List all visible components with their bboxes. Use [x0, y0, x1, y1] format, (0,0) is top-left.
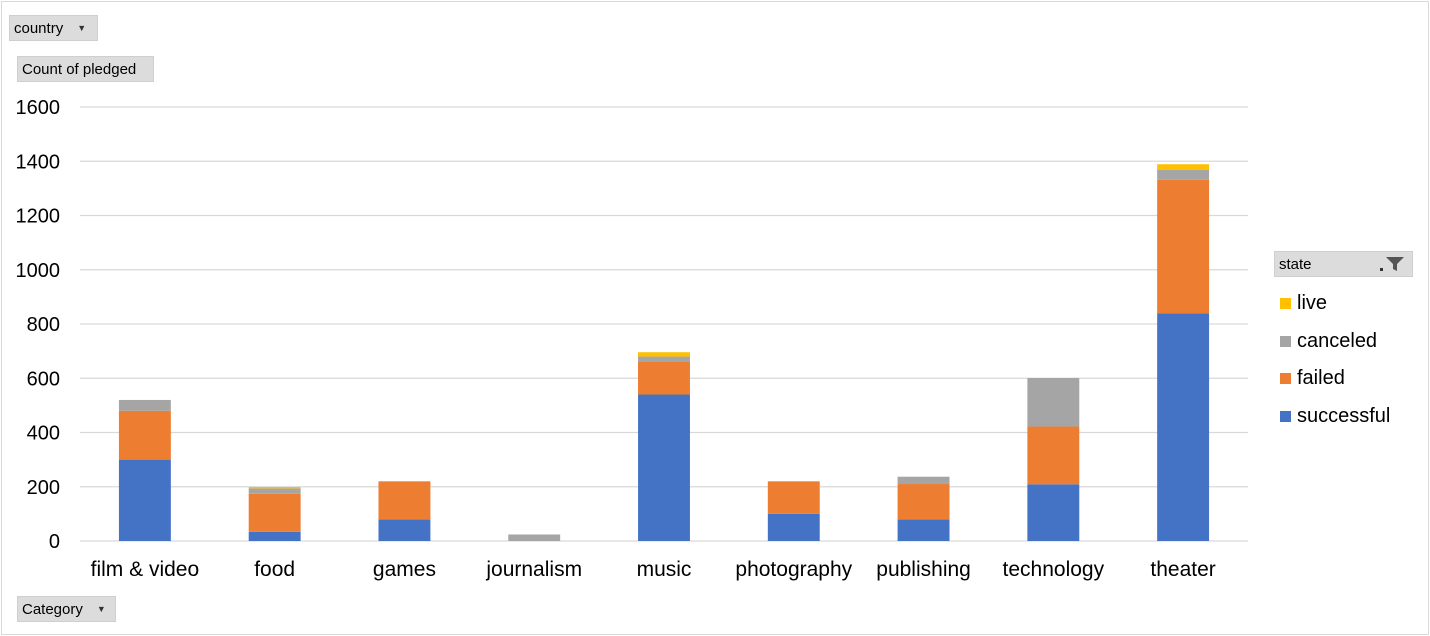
bar-segment-canceled — [248, 488, 301, 494]
legend-swatch — [1280, 410, 1291, 422]
bar-segment-successful — [897, 519, 950, 541]
x-tick-label: theater — [1150, 558, 1215, 581]
value-field-button[interactable]: Count of pledged — [17, 56, 154, 82]
bar-segment-canceled — [1027, 377, 1080, 427]
dropdown-arrow-icon[interactable]: ▼ — [96, 604, 106, 614]
legend-swatch — [1280, 373, 1291, 385]
y-axis-tick-labels: 0 200 400 600 800 1000 1200 1400 1600 — [16, 97, 61, 553]
bar-segment-live — [248, 487, 301, 489]
bar-segment-canceled — [1157, 169, 1210, 180]
x-tick-label: publishing — [876, 558, 971, 581]
y-tick-label: 1200 — [16, 206, 61, 228]
bar-segment-failed — [1157, 179, 1210, 314]
legend-label: successful — [1297, 404, 1391, 427]
dropdown-arrow-icon[interactable]: ▼ — [77, 23, 87, 33]
bar-segment-canceled — [508, 534, 561, 541]
bar-segment-successful — [638, 394, 690, 541]
legend-label: failed — [1297, 367, 1345, 390]
legend-item-successful: successful — [1280, 398, 1390, 436]
y-tick-label: 600 — [27, 368, 60, 390]
bar-segment-live — [638, 352, 690, 357]
filter-icon[interactable] — [1380, 255, 1406, 273]
bar-segment-failed — [767, 481, 820, 514]
bar-segment-successful — [378, 519, 431, 541]
x-tick-label: music — [637, 558, 692, 581]
bar-segment-failed — [118, 410, 171, 460]
value-field-label: Count of pledged — [22, 60, 137, 78]
legend: live canceled failed successful — [1280, 285, 1390, 435]
bar-segment-failed — [248, 493, 301, 532]
bars — [118, 164, 1210, 541]
bar-segment-successful — [1157, 313, 1210, 541]
y-tick-label: 1600 — [16, 97, 61, 119]
x-tick-label: photography — [735, 558, 852, 581]
country-filter-button[interactable]: country ▼ — [9, 15, 98, 41]
x-tick-label: games — [373, 558, 436, 581]
legend-item-live: live — [1280, 285, 1390, 323]
bar-segment-canceled — [897, 476, 950, 485]
legend-label: live — [1297, 292, 1328, 315]
legend-swatch — [1280, 335, 1291, 347]
y-tick-label: 1000 — [16, 260, 61, 282]
bar-segment-canceled — [118, 399, 171, 411]
x-tick-label: journalism — [485, 558, 582, 581]
bar-segment-successful — [248, 531, 301, 541]
y-tick-label: 800 — [27, 314, 60, 336]
bar-segment-failed — [378, 481, 431, 520]
x-tick-label: technology — [1003, 558, 1105, 581]
legend-swatch — [1280, 298, 1291, 310]
x-axis-tick-labels: film & video food games journalism music phot… — [91, 558, 1216, 581]
legend-label: canceled — [1297, 329, 1378, 352]
x-tick-label: food — [254, 558, 295, 581]
bar-segment-failed — [1027, 426, 1080, 485]
y-tick-label: 200 — [27, 477, 60, 499]
y-tick-label: 400 — [27, 423, 60, 445]
y-tick-label: 0 — [49, 531, 60, 553]
legend-item-failed: failed — [1280, 360, 1390, 398]
bar-segment-successful — [767, 513, 820, 541]
category-field-button[interactable]: Category ▼ — [17, 596, 116, 622]
bar-segment-live — [1157, 164, 1210, 170]
bar-segment-canceled — [638, 356, 690, 362]
category-field-label: Category — [22, 600, 83, 618]
country-filter-label: country — [14, 19, 64, 37]
legend-item-canceled: canceled — [1280, 323, 1390, 361]
y-tick-label: 1400 — [16, 151, 61, 173]
state-field-button[interactable]: state — [1274, 251, 1413, 277]
state-field-label: state — [1279, 255, 1312, 273]
bar-segment-failed — [638, 361, 690, 395]
bar-segment-failed — [897, 484, 950, 520]
bar-segment-successful — [118, 459, 171, 541]
bar-segment-successful — [1027, 484, 1080, 541]
x-tick-label: film & video — [91, 558, 200, 581]
